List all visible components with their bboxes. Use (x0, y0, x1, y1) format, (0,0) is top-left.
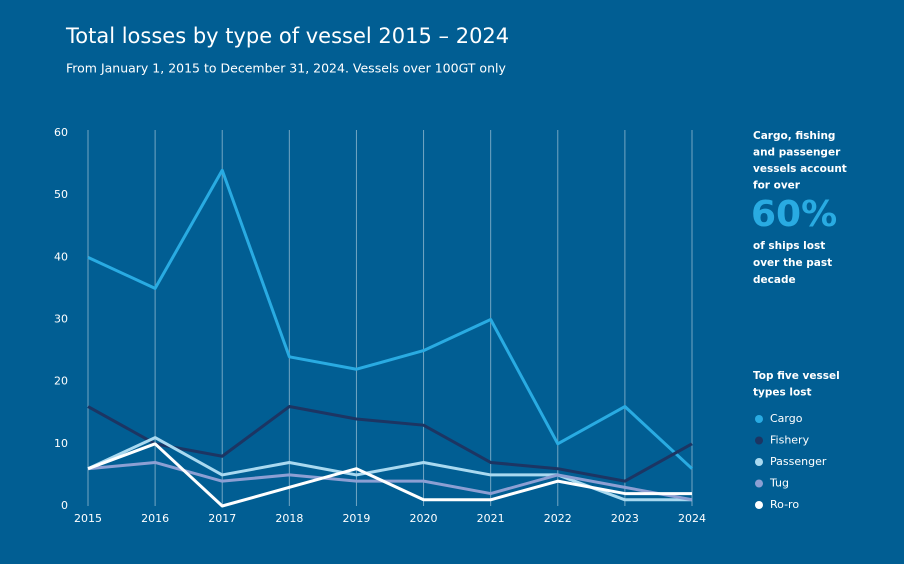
chart-subtitle: From January 1, 2015 to December 31, 202… (66, 61, 506, 76)
y-tick-label: 40 (54, 250, 68, 263)
x-tick-label: 2019 (342, 512, 370, 525)
legend-marker (755, 436, 763, 445)
x-tick-label: 2015 (74, 512, 102, 525)
x-tick-label: 2018 (275, 512, 303, 525)
legend-label: Tug (769, 477, 789, 490)
x-tick-label: 2017 (208, 512, 236, 525)
annotation-text: Cargo, fishing (753, 130, 835, 142)
y-tick-label: 30 (54, 313, 68, 326)
y-tick-label: 20 (54, 375, 68, 388)
line-series (87, 168, 694, 470)
x-tick-label: 2021 (477, 512, 505, 525)
legend-marker (755, 501, 763, 509)
annotation-text: vessels account (753, 163, 847, 175)
legend-label: Ro-ro (770, 498, 799, 511)
annotation-text: decade (753, 274, 796, 286)
line-series (87, 442, 692, 508)
y-tick-label: 0 (61, 499, 68, 512)
annotation-highlight: 60% (751, 194, 837, 235)
legend-marker (755, 415, 763, 423)
legend-label: Fishery (770, 434, 810, 447)
legend-label: Passenger (770, 455, 827, 468)
legend-marker (755, 479, 763, 488)
annotation-text: over the past (753, 257, 832, 269)
annotation-text: and passenger (753, 147, 841, 159)
x-tick-label: 2020 (410, 512, 438, 525)
x-tick-label: 2024 (678, 512, 706, 525)
line-series (87, 405, 693, 483)
legend-label: Cargo (770, 412, 803, 425)
annotation-text: of ships lost (753, 240, 825, 252)
legend-title: Top five vessel (753, 370, 840, 382)
x-tick-label: 2023 (611, 512, 639, 525)
y-tick-label: 10 (54, 437, 68, 450)
y-tick-label: 50 (54, 188, 68, 201)
x-tick-label: 2022 (544, 512, 572, 525)
x-tick-label: 2016 (141, 512, 169, 525)
y-tick-label: 60 (54, 126, 68, 139)
legend-title: types lost (753, 387, 812, 399)
line-series (87, 460, 693, 502)
chart-title: Total losses by type of vessel 2015 – 20… (65, 24, 509, 48)
legend-marker (755, 458, 763, 466)
annotation-text: for over (753, 180, 801, 192)
